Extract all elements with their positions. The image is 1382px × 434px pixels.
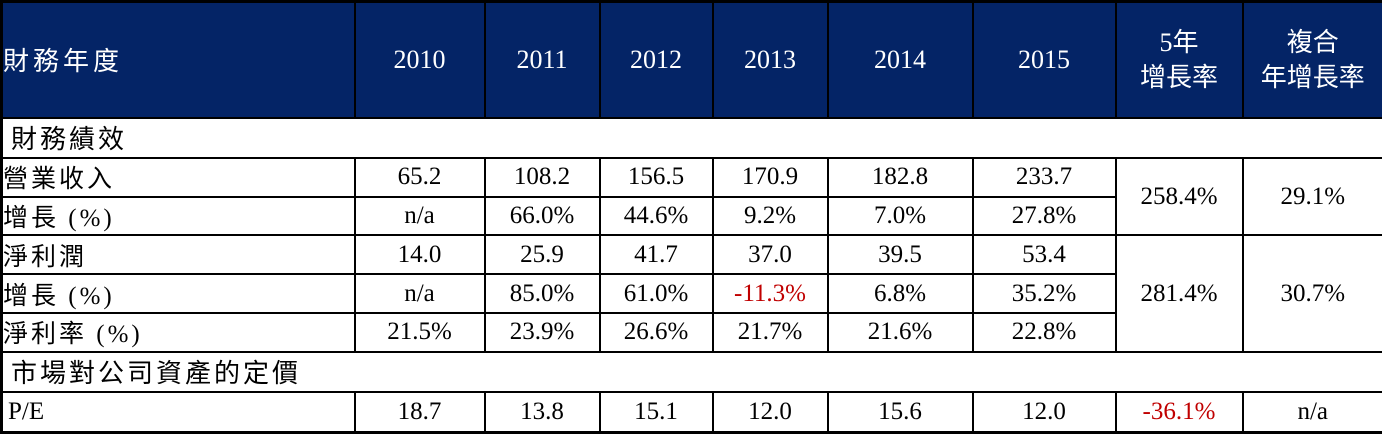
table-row-revenue-growth: 增長 (%) n/a 66.0% 44.6% 9.2% 7.0% 27.8% <box>0 195 1382 237</box>
header-cagr-line1: 複合 <box>1286 27 1339 57</box>
header-year-2014: 2014 <box>826 0 974 119</box>
header-year-2011: 2011 <box>483 0 601 119</box>
revenue-growth-2012: 44.6% <box>598 195 714 237</box>
header-year-2015: 2015 <box>971 0 1117 119</box>
table-row-net-margin: 淨利率 (%) 21.5% 23.9% 26.6% 21.7% 21.6% 22… <box>0 311 1382 353</box>
net-margin-2015: 22.8% <box>971 311 1117 353</box>
revenue-growth-2015: 27.8% <box>971 195 1117 237</box>
row-label-net-margin: 淨利率 (%) <box>0 311 356 353</box>
net-profit-2013: 37.0 <box>711 234 829 276</box>
revenue-cagr: 29.1% <box>1241 156 1382 237</box>
pe-2012: 15.1 <box>598 390 714 434</box>
net-margin-2011: 23.9% <box>483 311 601 353</box>
header-cagr: 複合 年增長率 <box>1241 0 1382 119</box>
revenue-2015: 233.7 <box>971 156 1117 198</box>
net-margin-2012: 26.6% <box>598 311 714 353</box>
row-label-net-profit: 淨利潤 <box>0 234 356 276</box>
net-profit-2015: 53.4 <box>971 234 1117 276</box>
net-profit-cagr: 30.7% <box>1241 234 1382 353</box>
header-year-2010: 2010 <box>353 0 486 119</box>
revenue-2010: 65.2 <box>353 156 486 198</box>
row-label-net-profit-growth: 增長 (%) <box>0 273 356 314</box>
revenue-2011: 108.2 <box>483 156 601 198</box>
net-profit-2010: 14.0 <box>353 234 486 276</box>
net-profit-growth-2011: 85.0% <box>483 273 601 314</box>
net-profit-growth-2012: 61.0% <box>598 273 714 314</box>
net-margin-2013: 21.7% <box>711 311 829 353</box>
revenue-growth-2014: 7.0% <box>826 195 974 237</box>
pe-2015: 12.0 <box>971 390 1117 434</box>
pe-5yr-growth-negative: -36.1% <box>1114 390 1244 434</box>
header-cagr-line2: 年增長率 <box>1260 62 1365 92</box>
net-profit-5yr-growth: 281.4% <box>1114 234 1244 353</box>
revenue-2012: 156.5 <box>598 156 714 198</box>
table-row-net-profit-growth: 增長 (%) n/a 85.0% 61.0% -11.3% 6.8% 35.2% <box>0 273 1382 314</box>
row-label-revenue: 營業收入 <box>0 156 356 198</box>
pe-2014: 15.6 <box>826 390 974 434</box>
revenue-2013: 170.9 <box>711 156 829 198</box>
section-row-performance: 財務績效 <box>0 116 1382 159</box>
net-profit-growth-2010: n/a <box>353 273 486 314</box>
pe-cagr: n/a <box>1241 390 1382 434</box>
net-profit-growth-2014: 6.8% <box>826 273 974 314</box>
header-5yr-growth: 5年 增長率 <box>1114 0 1244 119</box>
section-row-valuation: 市場對公司資產的定價 <box>0 350 1382 393</box>
row-label-revenue-growth: 增長 (%) <box>0 195 356 237</box>
table-header-row: 財務年度 2010 2011 2012 2013 2014 2015 5年 增長… <box>0 0 1382 119</box>
net-profit-growth-2013-negative: -11.3% <box>711 273 829 314</box>
net-profit-2014: 39.5 <box>826 234 974 276</box>
row-label-pe: P/E <box>0 390 356 434</box>
header-year-2013: 2013 <box>711 0 829 119</box>
net-profit-2011: 25.9 <box>483 234 601 276</box>
net-profit-2012: 41.7 <box>598 234 714 276</box>
revenue-5yr-growth: 258.4% <box>1114 156 1244 237</box>
table-row-net-profit: 淨利潤 14.0 25.9 41.7 37.0 39.5 53.4 281.4%… <box>0 234 1382 353</box>
pe-2011: 13.8 <box>483 390 601 434</box>
section-title-valuation: 市場對公司資產的定價 <box>0 350 1382 393</box>
net-margin-2010: 21.5% <box>353 311 486 353</box>
revenue-2014: 182.8 <box>826 156 974 198</box>
header-year-2012: 2012 <box>598 0 714 119</box>
revenue-growth-2010: n/a <box>353 195 486 237</box>
header-5yr-growth-line1: 5年 <box>1159 27 1199 57</box>
net-profit-growth-2015: 35.2% <box>971 273 1117 314</box>
pe-2010: 18.7 <box>353 390 486 434</box>
revenue-growth-2011: 66.0% <box>483 195 601 237</box>
header-fiscal-year: 財務年度 <box>0 0 356 119</box>
table-row-revenue: 營業收入 65.2 108.2 156.5 170.9 182.8 233.7 … <box>0 156 1382 237</box>
table-row-pe: P/E 18.7 13.8 15.1 12.0 15.6 12.0 -36.1%… <box>0 390 1382 434</box>
pe-2013: 12.0 <box>711 390 829 434</box>
revenue-growth-2013: 9.2% <box>711 195 829 237</box>
net-margin-2014: 21.6% <box>826 311 974 353</box>
header-5yr-growth-line2: 增長率 <box>1139 62 1218 92</box>
section-title-performance: 財務績效 <box>0 116 1382 159</box>
